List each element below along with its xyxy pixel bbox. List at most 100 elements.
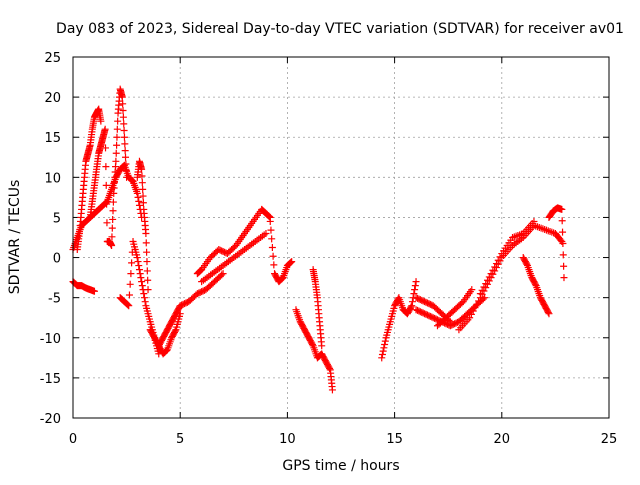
y-tick-label: 20 <box>44 91 61 106</box>
data-point <box>270 261 278 269</box>
data-point <box>133 189 141 197</box>
data-point <box>266 217 274 225</box>
data-point <box>308 340 316 348</box>
data-point <box>143 248 151 256</box>
data-point <box>378 354 386 362</box>
data-point <box>326 365 334 373</box>
y-tick-label: -15 <box>40 372 61 387</box>
data-point <box>103 219 111 227</box>
data-point <box>138 278 146 286</box>
data-point <box>102 163 110 171</box>
y-tick-label: 15 <box>44 131 61 146</box>
data-point <box>266 213 274 221</box>
data-point <box>496 253 504 261</box>
data-point <box>138 172 146 180</box>
data-point <box>122 167 130 175</box>
data-point <box>560 262 568 270</box>
y-tick-label: -20 <box>40 412 61 427</box>
data-point <box>530 217 538 225</box>
data-point <box>109 198 117 206</box>
data-point <box>126 280 134 288</box>
data-point <box>559 240 567 248</box>
data-point <box>523 260 531 268</box>
data-point <box>113 133 121 141</box>
data-point <box>141 298 149 306</box>
series-spike-3h <box>133 157 152 294</box>
data-point <box>113 125 121 133</box>
data-point <box>103 200 111 208</box>
data-point <box>560 274 568 282</box>
data-point <box>139 192 147 200</box>
data-point <box>144 276 152 284</box>
data-point <box>136 270 144 278</box>
data-point <box>412 278 420 286</box>
data-point <box>120 120 128 128</box>
data-point <box>118 93 126 101</box>
x-tick-label: 25 <box>601 432 618 447</box>
data-point <box>171 327 179 335</box>
data-point <box>142 239 150 247</box>
series-recovery-4-7h <box>155 270 227 350</box>
data-point <box>123 300 131 308</box>
data-point <box>134 193 142 201</box>
x-tick-label: 20 <box>494 432 511 447</box>
data-point <box>120 127 128 135</box>
x-axis-label: GPS time / hours <box>282 458 399 474</box>
data-point <box>140 294 148 302</box>
data-point <box>531 280 539 288</box>
data-point <box>378 350 386 358</box>
data-point <box>140 290 148 298</box>
data-point <box>411 282 419 290</box>
data-point <box>113 141 121 149</box>
data-point <box>135 201 143 209</box>
data-point <box>108 233 116 241</box>
data-point <box>176 310 184 318</box>
data-point <box>114 117 122 125</box>
x-tick-label: 5 <box>176 432 184 447</box>
data-point <box>119 113 127 121</box>
data-point <box>109 215 117 223</box>
data-point <box>559 228 567 236</box>
data-point <box>219 270 227 278</box>
data-point <box>102 181 110 189</box>
data-point <box>108 242 116 250</box>
series-branch-11h <box>309 266 326 350</box>
data-point <box>144 286 152 294</box>
series-dip-around-3h <box>116 238 163 358</box>
data-point <box>112 149 120 157</box>
data-point <box>318 342 326 350</box>
data-point <box>446 318 454 326</box>
data-point <box>269 252 277 260</box>
data-point <box>143 267 151 275</box>
data-point <box>112 157 120 165</box>
data-point <box>135 197 143 205</box>
data-point <box>268 235 276 243</box>
data-point <box>468 286 476 294</box>
data-point <box>127 270 135 278</box>
data-point <box>558 205 566 213</box>
data-point <box>120 133 128 141</box>
data-point <box>123 173 131 181</box>
data-point <box>138 179 146 187</box>
x-tick-label: 0 <box>69 432 77 447</box>
data-point <box>262 229 270 237</box>
x-tick-label: 10 <box>279 432 296 447</box>
data-point <box>139 199 147 207</box>
series-low-4-5h <box>146 310 184 358</box>
series-morning-arc-b <box>73 105 105 254</box>
data-point <box>125 291 133 299</box>
data-point <box>411 286 419 294</box>
data-point <box>121 140 129 148</box>
series-morning-low <box>69 278 98 295</box>
data-point <box>108 224 116 232</box>
chart-title: Day 083 of 2023, Sidereal Day-to-day VTE… <box>56 21 624 37</box>
data-point <box>124 301 132 309</box>
data-point <box>125 302 133 310</box>
data-point <box>218 271 226 279</box>
y-tick-label: -5 <box>48 292 61 307</box>
series-late-22-23h <box>545 204 568 282</box>
series-drop-9-10h <box>266 217 296 286</box>
y-tick-label: 5 <box>53 211 61 226</box>
